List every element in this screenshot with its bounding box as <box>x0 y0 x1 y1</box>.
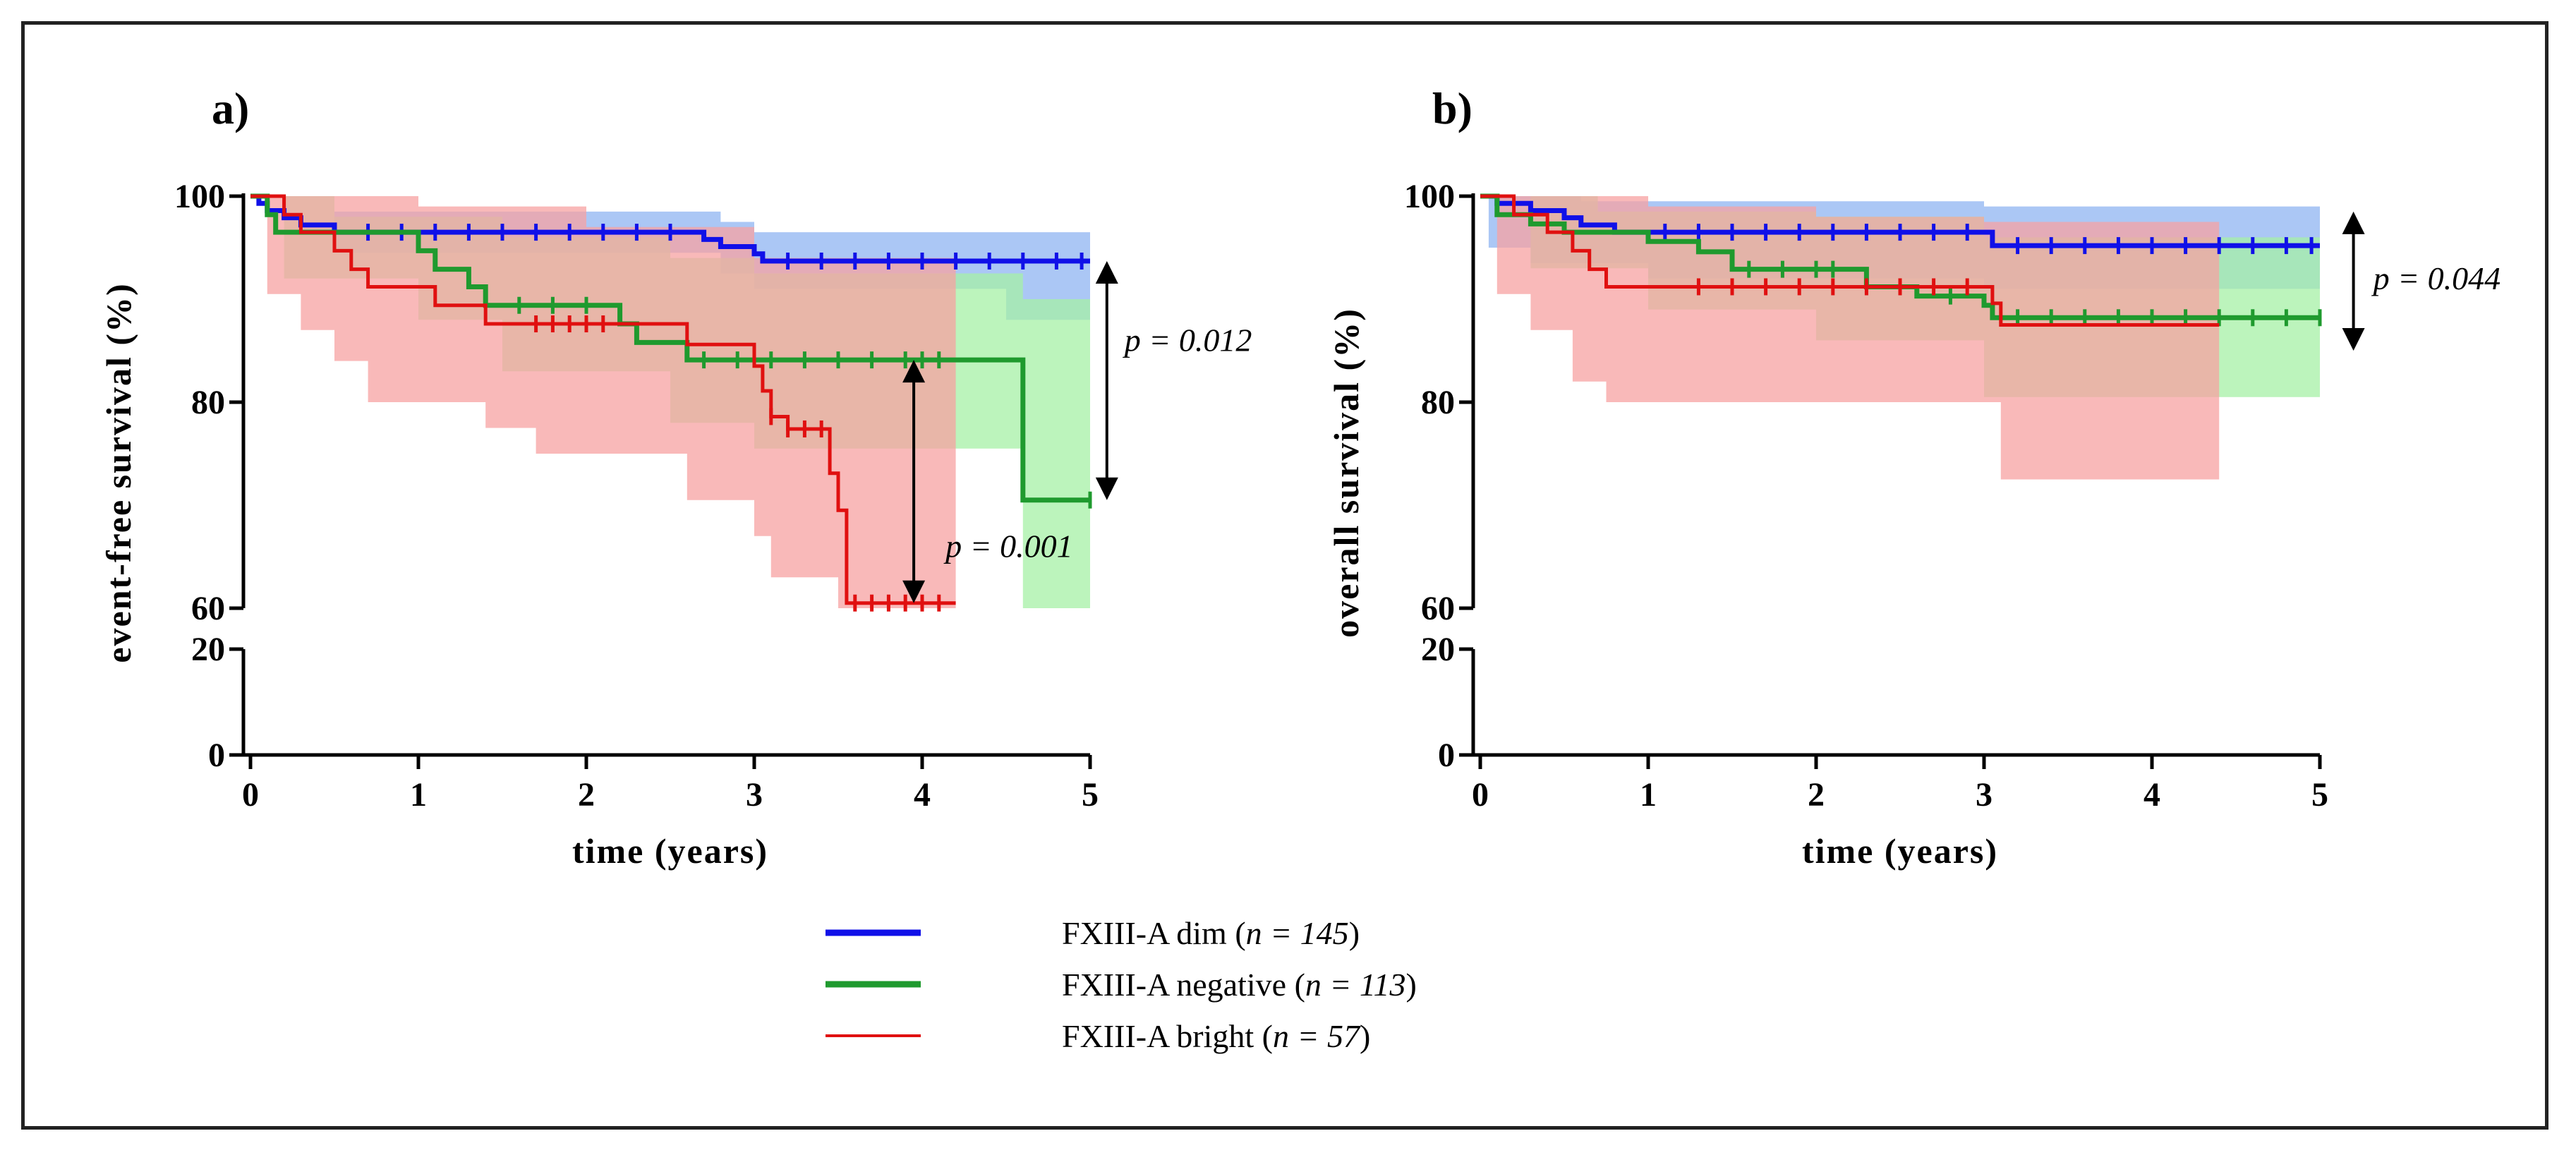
panel-a-x-tick-label: 5 <box>1082 776 1099 814</box>
panel-b-y-tick-label: 80 <box>1421 384 1455 421</box>
panel-a-pvalue-arrow: p = 0.001 <box>902 360 1073 603</box>
panel-a-chart: a) time (years) event-free survival (%) … <box>99 83 1252 871</box>
panel-b-x-axis-title: time (years) <box>1802 831 1998 871</box>
panel-b-arrow-head-down <box>2342 328 2365 351</box>
panel-a-curves <box>250 193 1092 612</box>
panel-b-x-tick-label: 4 <box>2143 776 2160 814</box>
panel-a-pvalue-label: p = 0.012 <box>1123 322 1252 358</box>
panel-b-y-axis-title: overall survival (%) <box>1326 308 1366 638</box>
panel-b-label: b) <box>1432 83 1473 133</box>
panel-b-arrow-head-up <box>2342 211 2365 234</box>
panel-a-y-tick-label: 80 <box>191 384 225 421</box>
panel-b-y-tick-label: 20 <box>1421 631 1455 668</box>
panel-b-x-tick-label: 2 <box>1808 776 1825 814</box>
panel-a-y-tick-label: 0 <box>208 737 225 774</box>
legend: FXIII-A dim (n = 145) FXIII-A negative (… <box>826 915 1417 1054</box>
panel-b-y-tick-label: 100 <box>1404 178 1455 215</box>
legend-label-negative: FXIII-A negative (n = 113) <box>1062 967 1417 1003</box>
panel-b-axes: 100 80 60 20 00 1 2 3 4 5 <box>1404 178 2328 814</box>
panel-a-arrow-head-down <box>902 580 926 603</box>
panel-a-x-tick-label: 4 <box>914 776 931 814</box>
panel-a-curve-fxiii-a-bright <box>250 194 956 605</box>
panel-a-arrow-head-up <box>902 360 926 383</box>
panel-b-curve-fxiii-a-bright <box>1480 194 2220 327</box>
panel-a-arrow-head-up <box>1095 260 1118 284</box>
panel-a-pvalue-arrow: p = 0.012 <box>1095 260 1252 500</box>
legend-label-bright: FXIII-A bright (n = 57) <box>1062 1018 1370 1054</box>
panel-a-arrow-head-down <box>1095 477 1118 500</box>
panel-a-x-tick-label: 0 <box>242 776 259 814</box>
panel-b-pvalue-label: p = 0.044 <box>2371 260 2501 296</box>
panel-a-x-tick-label: 1 <box>410 776 427 814</box>
panel-a-x-tick-label: 2 <box>578 776 595 814</box>
panel-b-x-tick-label: 5 <box>2311 776 2328 814</box>
panel-b-curves <box>1480 193 2322 327</box>
panel-b-x-tick-label: 3 <box>1976 776 1993 814</box>
legend-label-dim: FXIII-A dim (n = 145) <box>1062 915 1360 951</box>
panel-a-curve-fxiii-a-negative <box>250 193 1090 503</box>
panel-a-band-fxiii-a-bright <box>250 196 956 608</box>
panel-b-curve-fxiii-a-dim <box>1480 193 2320 248</box>
panel-a-x-tick-label: 3 <box>746 776 763 814</box>
panel-a-x-axis-title: time (years) <box>572 831 768 871</box>
panel-a-bands <box>250 196 1090 608</box>
panel-a-axes: 100 80 60 20 00 1 2 3 4 5 <box>174 178 1099 814</box>
panel-a-y-tick-label: 60 <box>191 590 225 627</box>
panel-b-band-fxiii-a-bright <box>1480 196 2220 480</box>
panel-b-y-tick-label: 60 <box>1421 590 1455 627</box>
panel-b-y-tick-label: 0 <box>1438 737 1455 774</box>
panel-b-x-tick-label: 0 <box>1472 776 1489 814</box>
panel-a-pvalue-label: p = 0.001 <box>943 528 1073 564</box>
figure-frame <box>21 21 2548 1130</box>
panel-b-x-tick-label: 1 <box>1640 776 1657 814</box>
panel-a-y-axis-title: event-free survival (%) <box>99 282 138 663</box>
panel-a-y-tick-label: 20 <box>191 631 225 668</box>
panel-b-curve-fxiii-a-negative <box>1480 193 2320 320</box>
panel-b-chart: b) time (years) overall survival (%) 100… <box>1326 83 2501 871</box>
panel-b-pvalue-arrow: p = 0.044 <box>2342 211 2501 351</box>
panel-a-label: a) <box>212 83 249 133</box>
panel-a-y-tick-label: 100 <box>174 178 225 215</box>
